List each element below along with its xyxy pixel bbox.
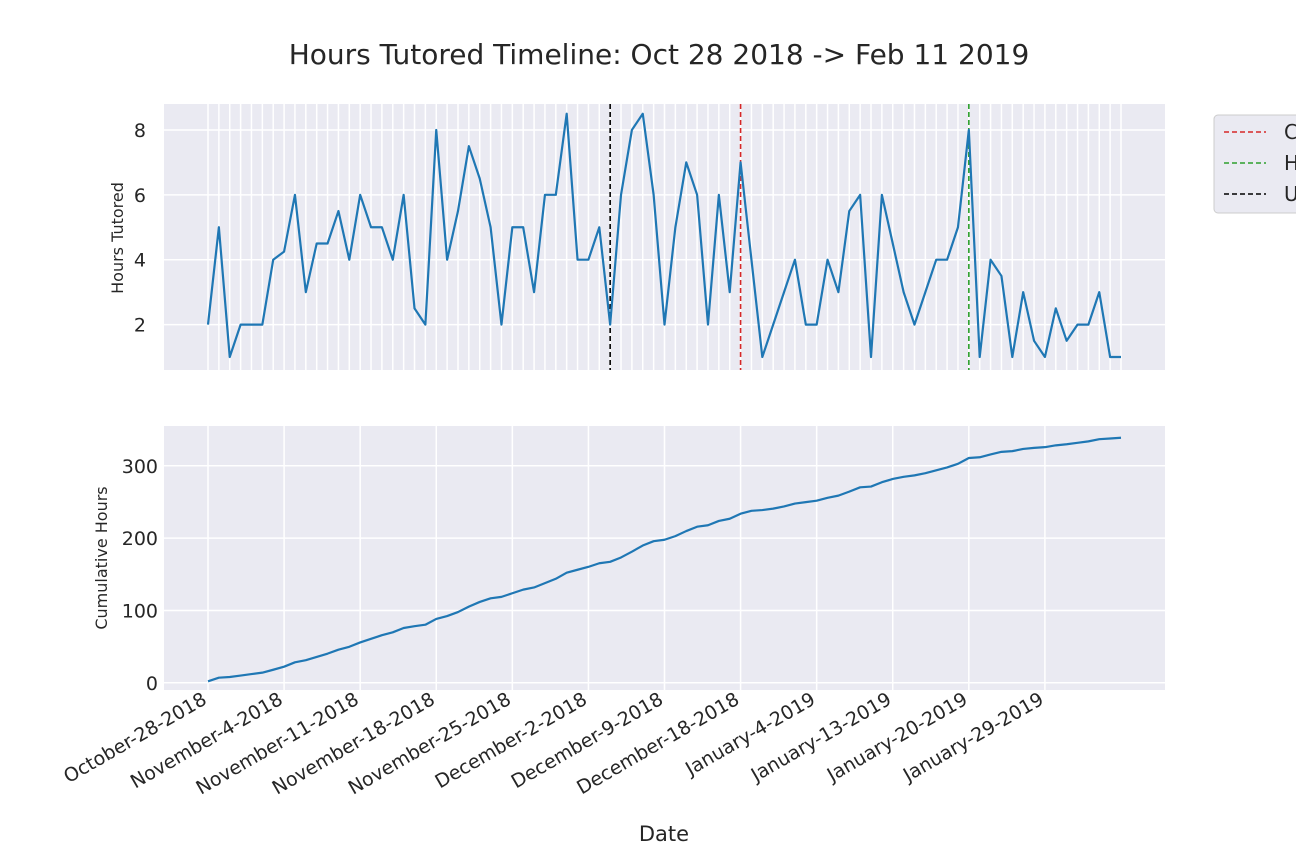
bottom-y-tick-label: 0 bbox=[146, 673, 158, 695]
bottom-y-tick-label: 100 bbox=[122, 600, 158, 622]
bottom-y-tick-labels: 0 100 200 300 bbox=[122, 456, 158, 695]
bottom-y-tick-label: 300 bbox=[122, 456, 158, 478]
bottom-y-tick-label: 200 bbox=[122, 528, 158, 550]
chart-title: Hours Tutored Timeline: Oct 28 2018 -> F… bbox=[289, 38, 1030, 71]
hours-series bbox=[206, 112, 1122, 359]
top-y-tick-labels: 2 4 6 8 bbox=[134, 120, 146, 337]
legend: CHU bbox=[1213, 114, 1296, 214]
x-tick-label: January-20-2019 bbox=[823, 688, 972, 787]
x-tick-labels: October-28-2018November-4-2018November-1… bbox=[60, 688, 1047, 799]
legend-label: U bbox=[1284, 182, 1296, 206]
bottom-x-gridlines bbox=[207, 426, 1046, 690]
top-y-gridlines bbox=[164, 129, 1165, 326]
legend-box bbox=[1213, 114, 1296, 214]
x-tick-label: January-29-2019 bbox=[899, 688, 1048, 787]
top-y-tick-label: 2 bbox=[134, 315, 146, 337]
x-tick-label: January-13-2019 bbox=[747, 688, 896, 787]
top-y-axis-label: Hours Tutored bbox=[108, 182, 127, 294]
top-y-tick-label: 4 bbox=[134, 250, 146, 272]
legend-label: H bbox=[1284, 151, 1296, 175]
top-y-tick-label: 6 bbox=[134, 185, 146, 207]
bottom-y-gridlines bbox=[164, 465, 1165, 684]
legend-label: C bbox=[1284, 120, 1296, 144]
cumulative-series bbox=[207, 436, 1122, 683]
bottom-y-axis-label: Cumulative Hours bbox=[92, 486, 111, 629]
x-axis-label: Date bbox=[639, 822, 689, 846]
top-x-gridlines bbox=[207, 104, 1122, 370]
top-y-tick-label: 8 bbox=[134, 120, 146, 142]
